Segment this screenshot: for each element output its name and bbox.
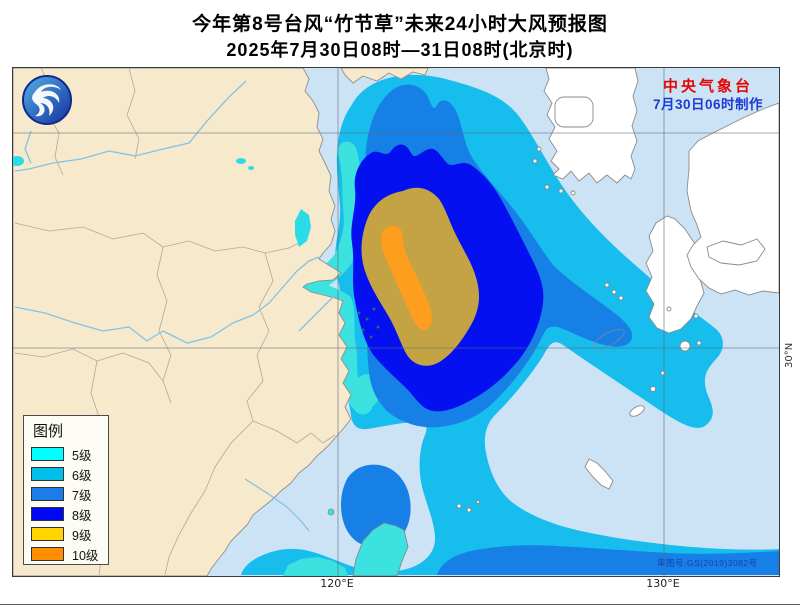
danjo-islands-outline xyxy=(593,329,625,349)
wind-region-level10 xyxy=(381,225,432,330)
cma-logo xyxy=(21,74,73,126)
jeju-island xyxy=(554,96,594,128)
korea-peninsula xyxy=(532,68,639,196)
zhoushan-islets xyxy=(357,307,380,339)
lakes xyxy=(13,156,311,247)
wind-level10-swatch xyxy=(31,547,64,561)
legend-item-5: 5级 xyxy=(31,444,108,464)
forecast-map: 中央气象台 7月30日06时制作 图例 5级 6级 7级 8级 9级 10级 审… xyxy=(12,67,780,577)
map-canvas xyxy=(13,68,779,576)
legend-item-6: 6级 xyxy=(31,464,108,484)
wind-level5-swatch xyxy=(31,447,64,461)
legend-item-7: 7级 xyxy=(31,484,108,504)
wind-level9-swatch xyxy=(31,527,64,541)
shikoku xyxy=(706,238,766,266)
graticule xyxy=(13,68,779,576)
agency-name: 中央气象台 xyxy=(662,78,753,95)
legend-title: 图例 xyxy=(33,423,64,440)
japan-islands xyxy=(456,102,779,513)
wind-level7-swatch xyxy=(31,487,64,501)
longitude-tick-130e: 130°E xyxy=(646,577,680,590)
taiwan-island xyxy=(352,522,409,576)
page-subtitle: 2025年7月30日08时—31日08时(北京时) xyxy=(226,40,574,60)
page-bottom-divider xyxy=(0,604,800,605)
issue-time: 7月30日06时制作 xyxy=(652,96,764,112)
penghu-island xyxy=(327,508,335,516)
map-approval-number: 审图号:GS(2019)3082号 xyxy=(657,558,758,568)
legend-item-9: 9级 xyxy=(31,524,108,544)
okinawa xyxy=(584,458,614,490)
legend-box: 图例 5级 6级 7级 8级 9级 10级 xyxy=(23,415,109,565)
shandong-coast xyxy=(340,68,429,84)
longitude-tick-120e: 120°E xyxy=(320,577,354,590)
latitude-tick-30n: 30°N xyxy=(784,342,795,368)
taihu-lake xyxy=(295,209,311,247)
legend-item-8: 8级 xyxy=(31,504,108,524)
agency-block: 中央气象台 7月30日06时制作 xyxy=(638,78,778,114)
rivers xyxy=(14,80,336,532)
yakushima xyxy=(679,340,691,352)
wind-level8-swatch xyxy=(31,507,64,521)
legend-item-10: 10级 xyxy=(31,544,108,564)
page-title: 今年第8号台风“竹节草”未来24小时大风预报图 xyxy=(192,14,608,35)
wind-level6-swatch xyxy=(31,467,64,481)
